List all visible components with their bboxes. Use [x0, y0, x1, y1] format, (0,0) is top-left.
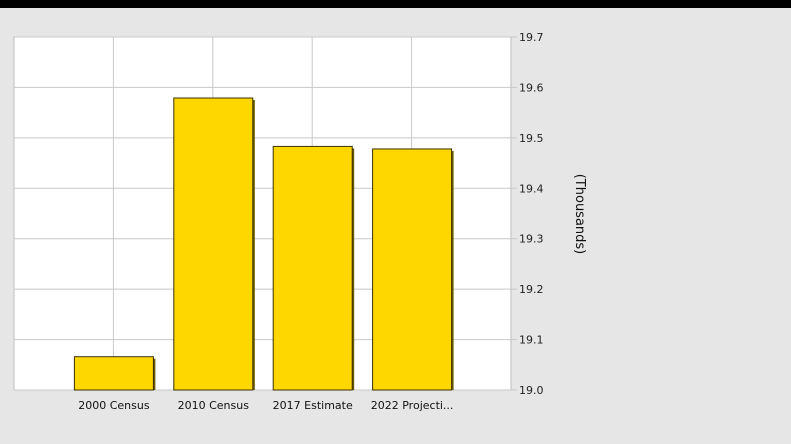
- bar[interactable]: [372, 148, 453, 391]
- y-tick-label: 19.2: [519, 283, 544, 296]
- x-category-label: 2010 Census: [178, 399, 250, 412]
- x-axis-categories: 2000 Census 2010 Census 2017 Estimate 2022 …: [78, 399, 453, 412]
- x-category-label: 2000 Census: [78, 399, 150, 412]
- y-tick-label: 19.5: [519, 132, 544, 145]
- bar[interactable]: [173, 97, 254, 391]
- y-tick-label: 19.0: [519, 384, 544, 397]
- x-category-label: 2017 Estimate: [273, 399, 353, 412]
- y-tick-label: 19.4: [519, 182, 544, 195]
- bar[interactable]: [272, 145, 353, 391]
- bar[interactable]: [73, 356, 154, 391]
- y-axis-ticks: 19.7 19.6 19.5 19.4 19.3 19.2 19.1 19.0: [519, 31, 544, 397]
- y-axis-label: (Thousands): [572, 174, 587, 255]
- y-tick-label: 19.6: [519, 81, 544, 94]
- y-tick-label: 19.1: [519, 334, 544, 347]
- x-category-label: 2022 Projecti...: [371, 399, 454, 412]
- bars: [73, 97, 454, 391]
- y-tick-label: 19.7: [519, 31, 544, 44]
- y-tick-label: 19.3: [519, 233, 544, 246]
